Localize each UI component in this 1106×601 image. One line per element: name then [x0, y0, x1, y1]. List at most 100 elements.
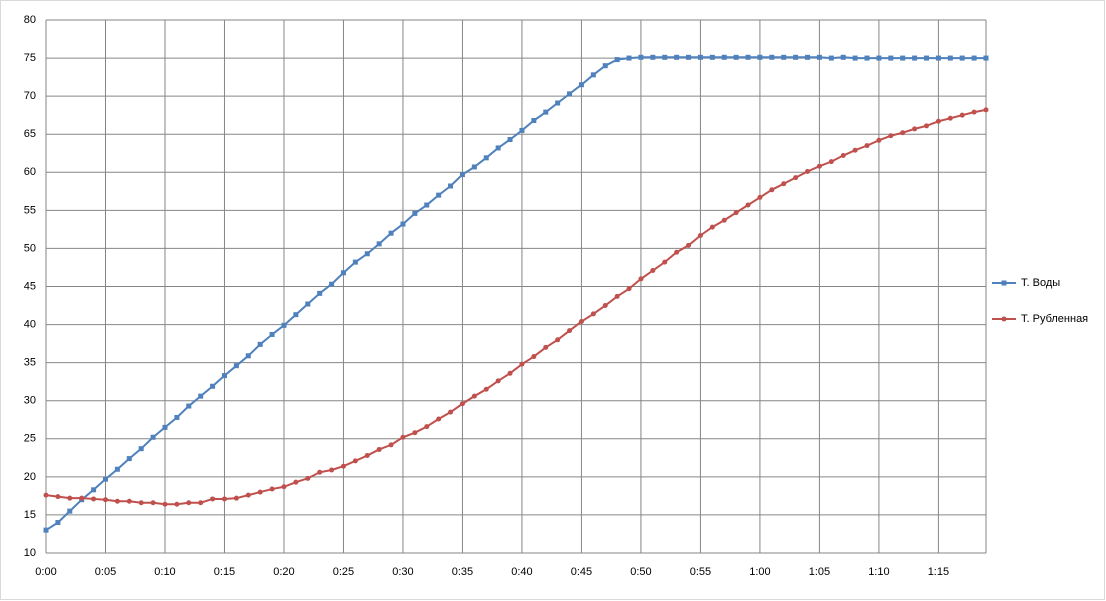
y-tick-label: 20	[24, 471, 36, 483]
point	[697, 54, 703, 60]
point	[531, 354, 537, 360]
point	[733, 54, 739, 60]
point	[257, 341, 263, 347]
point	[150, 500, 156, 506]
point	[233, 495, 239, 501]
point	[590, 72, 596, 78]
point	[935, 55, 941, 61]
point	[971, 109, 977, 115]
y-tick-label: 70	[24, 90, 36, 102]
point	[947, 115, 953, 121]
point	[43, 527, 49, 533]
y-tick-label: 75	[24, 52, 36, 64]
point	[424, 202, 430, 208]
point	[626, 55, 632, 61]
point	[174, 501, 180, 507]
point	[686, 242, 692, 248]
point	[400, 434, 406, 440]
point	[650, 268, 656, 274]
point	[424, 424, 430, 430]
point	[686, 54, 692, 60]
point	[674, 54, 680, 60]
point	[376, 446, 382, 452]
point	[959, 55, 965, 61]
point	[114, 466, 120, 472]
point	[757, 194, 763, 200]
x-tick-label: 0:40	[511, 566, 532, 578]
x-tick-label: 0:15	[214, 566, 235, 578]
point	[614, 293, 620, 299]
point	[459, 401, 465, 407]
point	[364, 453, 370, 459]
point	[935, 118, 941, 124]
point	[864, 143, 870, 149]
x-tick-label: 0:55	[690, 566, 711, 578]
point	[781, 181, 787, 187]
point	[245, 492, 251, 498]
point	[210, 383, 216, 389]
point	[662, 54, 668, 60]
point	[888, 133, 894, 139]
x-tick-label: 1:15	[928, 566, 949, 578]
point	[757, 54, 763, 60]
point	[210, 496, 216, 502]
point	[507, 137, 513, 143]
point	[602, 63, 608, 69]
y-tick-label: 15	[24, 509, 36, 521]
y-tick-label: 40	[24, 318, 36, 330]
point	[305, 301, 311, 307]
point	[483, 386, 489, 392]
point	[745, 54, 751, 60]
point	[329, 281, 335, 287]
y-tick-label: 45	[24, 280, 36, 292]
y-tick-label: 25	[24, 433, 36, 445]
point	[816, 54, 822, 60]
point	[55, 520, 61, 526]
y-tick-label: 35	[24, 357, 36, 369]
point	[471, 164, 477, 170]
point	[828, 159, 834, 165]
point	[114, 498, 120, 504]
point	[352, 458, 358, 464]
point	[638, 54, 644, 60]
point	[448, 409, 454, 415]
point	[769, 187, 775, 193]
point	[233, 363, 239, 369]
point	[281, 484, 287, 490]
point	[198, 393, 204, 399]
point	[578, 319, 584, 325]
point	[769, 54, 775, 60]
point	[388, 442, 394, 448]
point	[840, 153, 846, 159]
point	[352, 259, 358, 265]
point	[781, 54, 787, 60]
point	[900, 55, 906, 61]
point	[257, 489, 263, 495]
point	[638, 276, 644, 282]
point	[888, 55, 894, 61]
y-tick-label: 50	[24, 242, 36, 254]
point	[269, 331, 275, 337]
point	[317, 290, 323, 296]
point	[305, 475, 311, 481]
point	[876, 137, 882, 143]
point	[102, 476, 108, 482]
point	[852, 55, 858, 61]
point	[269, 486, 275, 492]
point	[543, 109, 549, 115]
point	[947, 55, 953, 61]
point	[602, 303, 608, 309]
point	[221, 373, 227, 379]
point	[495, 378, 501, 384]
point	[43, 492, 49, 498]
point	[983, 107, 989, 113]
point	[376, 241, 382, 247]
point	[674, 249, 680, 255]
x-tick-label: 1:05	[809, 566, 830, 578]
point	[519, 361, 525, 367]
x-tick-label: 0:25	[333, 566, 354, 578]
point	[721, 54, 727, 60]
point	[626, 286, 632, 292]
